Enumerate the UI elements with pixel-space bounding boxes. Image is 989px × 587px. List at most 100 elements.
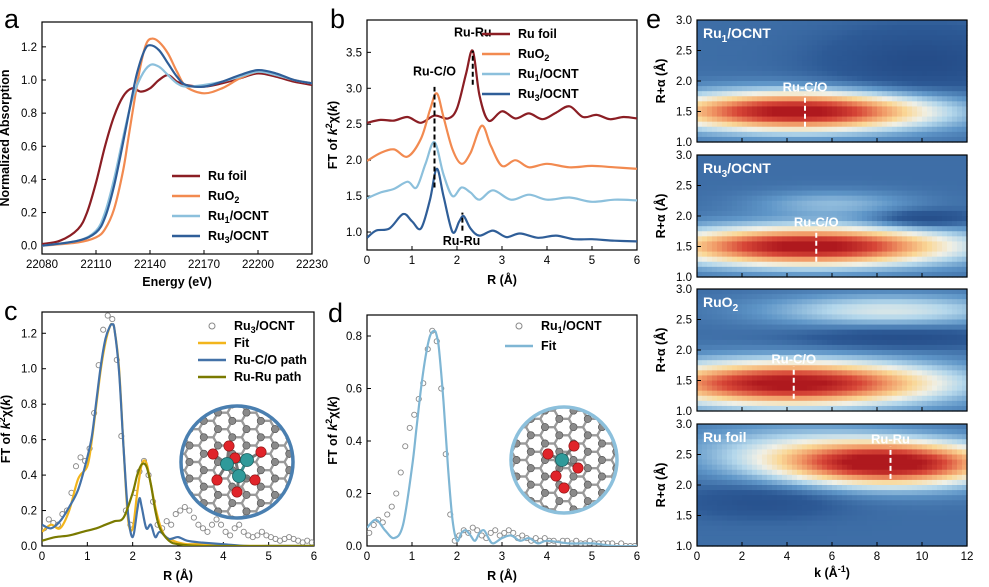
- heatmap-cell: [727, 289, 733, 295]
- heatmap-cell: [832, 246, 838, 253]
- heatmap-cell: [752, 25, 758, 31]
- heatmap-cell: [942, 126, 948, 133]
- heatmap-cell: [837, 160, 843, 166]
- heatmap-cell: [782, 390, 788, 397]
- heatmap-cell: [817, 500, 823, 506]
- heatmap-cell: [842, 329, 848, 336]
- heatmap-cell: [702, 45, 708, 52]
- heatmap-cell: [737, 299, 743, 305]
- heatmap-cell: [762, 385, 768, 392]
- heatmap-cell: [907, 81, 913, 87]
- heatmap-cell: [852, 106, 858, 113]
- heatmap-cell: [937, 175, 943, 182]
- heatmap-cell: [737, 355, 743, 361]
- heatmap-cell: [897, 131, 903, 138]
- heatmap-cell: [862, 299, 868, 305]
- heatmap-cell: [807, 289, 813, 295]
- heatmap-cell: [877, 25, 883, 31]
- heatmap-cell: [712, 121, 718, 128]
- heatmap-cell: [897, 30, 903, 36]
- heatmap-cell: [917, 106, 923, 113]
- heatmap-cell: [762, 126, 768, 133]
- heatmap-cell: [797, 50, 803, 57]
- heatmap-cell: [777, 395, 783, 402]
- heatmap-cell: [732, 131, 738, 138]
- heatmap-cell: [877, 190, 883, 197]
- heatmap-cell: [722, 195, 728, 202]
- y-tick-label-a: 1.2: [21, 42, 37, 54]
- heatmap-cell: [867, 86, 873, 92]
- heatmap-cell: [887, 106, 893, 113]
- heatmap-cell: [957, 165, 963, 171]
- heatmap-cell: [932, 271, 938, 278]
- heatmap-cell: [797, 490, 803, 496]
- heatmap-cell: [727, 390, 733, 397]
- heatmap-cell: [932, 334, 938, 341]
- heatmap-cell: [737, 25, 743, 31]
- heatmap-cell: [902, 126, 908, 133]
- heatmap-cell: [932, 210, 938, 217]
- heatmap-cell: [947, 231, 953, 237]
- heatmap-cell: [867, 370, 873, 377]
- heatmap-cell: [957, 226, 963, 232]
- heatmap-cell: [697, 459, 703, 466]
- heatmap-cell: [872, 60, 878, 67]
- heatmap-cell: [867, 195, 873, 202]
- heatmap-cell: [732, 400, 738, 407]
- heatmap-cell: [932, 266, 938, 273]
- heatmap-cell: [742, 294, 748, 300]
- heatmap-cell: [712, 380, 718, 387]
- heatmap-cell: [752, 185, 758, 192]
- heatmap-cell: [802, 375, 808, 382]
- heatmap-cell: [827, 75, 833, 82]
- heatmap-cell: [932, 380, 938, 387]
- heatmap-cell: [907, 116, 913, 123]
- heatmap-cell: [727, 60, 733, 67]
- heatmap-cell: [777, 469, 783, 476]
- heatmap-cell: [877, 334, 883, 341]
- heatmap-cell: [722, 324, 728, 331]
- heatmap-cell: [717, 70, 723, 77]
- heatmap-cell: [842, 429, 848, 435]
- heatmap-cell: [927, 75, 933, 82]
- heatmap-cell: [902, 96, 908, 102]
- heatmap-cell: [772, 25, 778, 31]
- heatmap-cell: [787, 339, 793, 346]
- heatmap-cell: [942, 344, 948, 351]
- heatmap-cell: [952, 304, 958, 310]
- legend-label-c: Fit: [234, 336, 250, 350]
- heatmap-cell: [822, 216, 828, 222]
- heatmap-cell: [787, 195, 793, 202]
- heatmap-cell: [937, 365, 943, 371]
- heatmap-cell: [957, 86, 963, 92]
- heatmap-cell: [912, 116, 918, 123]
- heatmap-cell: [947, 251, 953, 258]
- heatmap-cell: [707, 160, 713, 166]
- heatmap-cell: [702, 525, 708, 532]
- x-tick-label-c: 1: [84, 551, 90, 563]
- heatmap-cell: [872, 30, 878, 36]
- heatmap-cell: [817, 231, 823, 237]
- heatmap-cell: [787, 370, 793, 377]
- heatmap-cell: [817, 505, 823, 512]
- heatmap-cell: [767, 434, 773, 440]
- heatmap-cell: [962, 344, 968, 351]
- heatmap-cell: [782, 251, 788, 258]
- heatmap-cell: [767, 294, 773, 300]
- heatmap-cell: [792, 216, 798, 222]
- heatmap-cell: [747, 65, 753, 72]
- heatmap-cell: [907, 180, 913, 187]
- heatmap-cell: [947, 65, 953, 72]
- heatmap-cell: [712, 495, 718, 501]
- heatmap-cell: [707, 469, 713, 476]
- heatmap-cell: [847, 256, 853, 263]
- heatmap-cell: [812, 405, 818, 412]
- heatmap-cell: [962, 75, 968, 82]
- heatmap-cell: [732, 155, 738, 161]
- y-tick-label-e: 2.5: [676, 181, 692, 193]
- heatmap-cell: [747, 25, 753, 31]
- heatmap-cell: [837, 434, 843, 440]
- heatmap-cell: [792, 329, 798, 336]
- heatmap-cell: [722, 116, 728, 123]
- legend-label-b: RuO2: [518, 47, 549, 63]
